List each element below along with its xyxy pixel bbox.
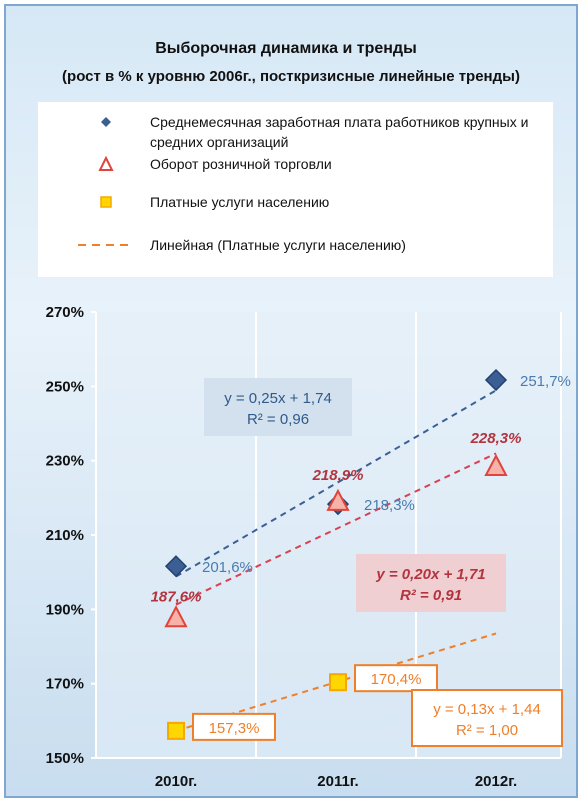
legend: Среднемесячная заработная плата работник… [38, 102, 553, 277]
x-tick-label: 2010г. [155, 773, 197, 790]
data-label-services: 170,4% [371, 671, 422, 688]
data-label-retail: 187,6% [151, 588, 202, 605]
data-label-salary: 251,7% [520, 373, 571, 390]
trend-services-box [411, 689, 563, 747]
trend-retail-box [356, 554, 506, 612]
label-layer: 201,6% 218,3% 251,7% 187,6% 218,9% 228,3% 157,… [151, 373, 571, 741]
x-tick-label: 2012г. [475, 773, 517, 790]
data-label-services-box [192, 712, 276, 741]
data-label-salary: 201,6% [202, 559, 253, 576]
data-point-retail [484, 453, 508, 476]
y-tick-label: 170% [46, 676, 84, 693]
diamond-marker-icon [101, 117, 111, 127]
data-point-salary [164, 555, 188, 578]
chart-frame: Выборочная динамика и тренды (рост в % к… [4, 4, 578, 798]
data-point-services [329, 673, 347, 692]
axis-layer: 150% 170% 190% 210% 230% 250% 270% 2010г. 2011г.… [46, 304, 561, 790]
y-tick-label: 230% [46, 453, 84, 470]
trend-services-equation: y = 0,13x + 1,44 [433, 701, 541, 718]
legend-label-services: Платные услуги населению [150, 194, 330, 210]
trendline-1 [175, 452, 497, 606]
x-tick-label: 2011г. [317, 773, 358, 790]
data-point-salary [484, 368, 508, 392]
legend-label-salary: Среднемесячная заработная плата работник… [150, 114, 529, 150]
trend-salary-r2: R² = 0,96 [247, 411, 309, 428]
equation-layer: y = 0,25x + 1,74 R² = 0,96 y = 0,20x + 1,7… [204, 378, 563, 747]
data-label-retail: 228,3% [470, 430, 522, 447]
data-label-salary: 218,3% [364, 497, 415, 514]
trend-retail-r2: R² = 0,91 [400, 587, 462, 604]
y-tick-label: 210% [46, 527, 84, 544]
y-tick-label: 270% [46, 304, 84, 321]
data-label-services: 157,3% [209, 720, 260, 737]
legend-label-retail: Оборот розничной торговли [150, 156, 332, 172]
chart-title: Выборочная динамика и тренды [155, 40, 417, 57]
trend-services-r2: R² = 1,00 [456, 722, 518, 739]
y-tick-label: 150% [46, 750, 84, 767]
data-point-retail [164, 605, 188, 628]
dashed-line-icon [78, 244, 134, 246]
data-label-services-box [354, 664, 438, 693]
trend-retail-equation: y = 0,20x + 1,71 [375, 566, 485, 583]
triangle-marker-icon [98, 156, 114, 171]
trend-salary-box [204, 378, 352, 436]
data-point-retail [326, 488, 350, 511]
point-layer [164, 368, 508, 740]
y-tick-label: 190% [46, 601, 84, 618]
y-tick-label: 250% [46, 378, 84, 395]
chart-subtitle: (рост в % к уровню 2006г., посткризисные… [62, 68, 520, 85]
trend-salary-equation: y = 0,25x + 1,74 [224, 390, 332, 407]
legend-label-trend: Линейная (Платные услуги населению) [150, 237, 406, 253]
data-label-retail: 218,9% [312, 467, 364, 484]
data-point-services [167, 721, 185, 740]
square-marker-icon [100, 196, 112, 208]
plot-area: 201,6% 218,3% 251,7% 187,6% 218,9% 228,3% 157,… [46, 304, 571, 790]
trendline-0 [175, 389, 497, 578]
